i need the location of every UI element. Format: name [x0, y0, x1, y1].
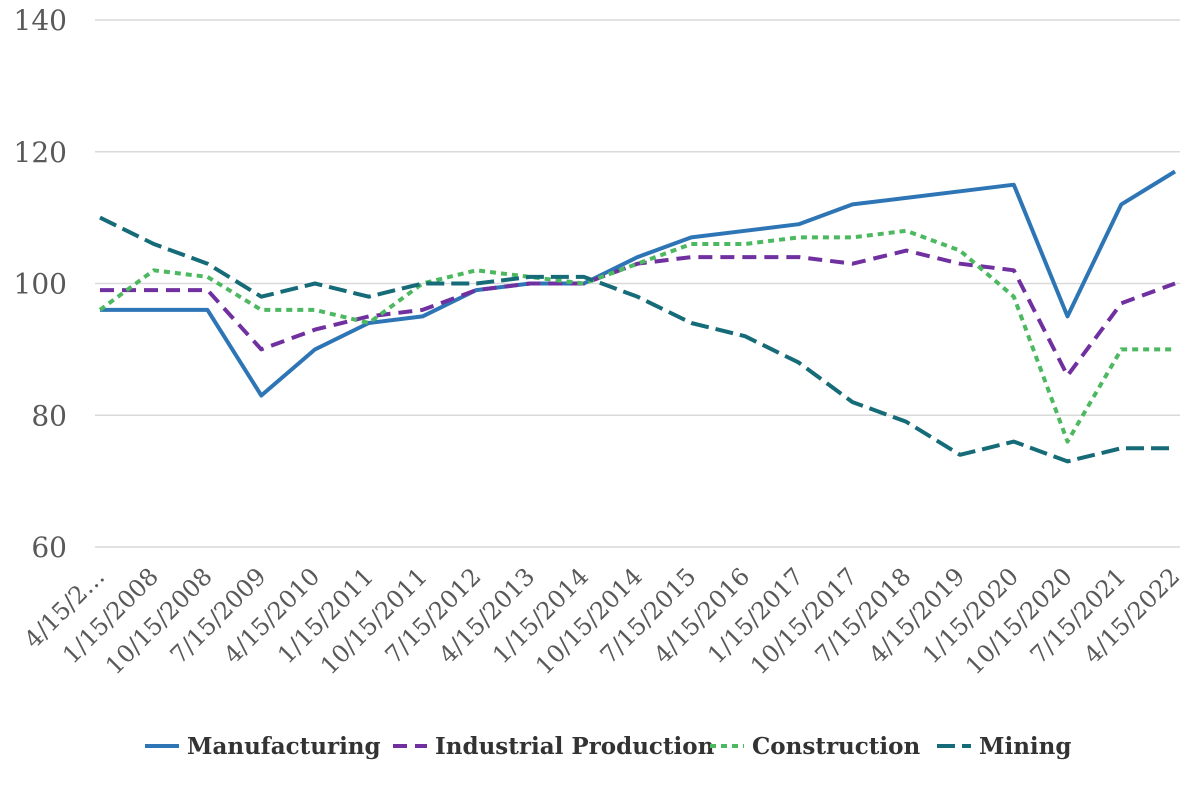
x-axis-ticks: 4/15/2…1/15/200810/15/20087/15/20094/15/…: [19, 562, 1185, 680]
y-tick-label: 80: [31, 399, 67, 432]
y-tick-label: 140: [14, 4, 67, 37]
legend-label: Construction: [752, 733, 920, 760]
series-line-mining: [99, 215, 1175, 464]
legend: Manufacturing Industrial Production Constr…: [145, 733, 1071, 760]
y-axis-ticks: 60 80 100 120 140: [14, 4, 67, 564]
series-line-construction: [98, 228, 1175, 444]
series-lines: [98, 169, 1177, 464]
y-tick-label: 120: [14, 136, 67, 169]
legend-label: Industrial Production: [435, 733, 715, 760]
legend-label: Manufacturing: [187, 733, 381, 760]
y-tick-label: 100: [14, 268, 67, 301]
legend-label: Mining: [979, 733, 1071, 760]
gridlines: [95, 19, 1180, 548]
y-tick-label: 60: [31, 531, 67, 564]
series-line-manufacturing: [100, 169, 1177, 398]
series-line-industrial-production: [100, 248, 1176, 378]
